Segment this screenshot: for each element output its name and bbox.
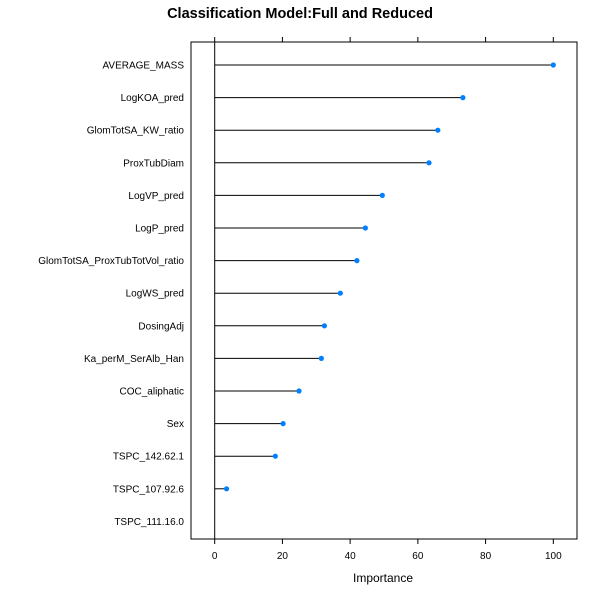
category-label: TSPC_111.16.0 [114, 517, 184, 528]
category-label: ProxTubDiam [123, 158, 184, 169]
category-label: LogVP_pred [128, 191, 184, 202]
point-0 [550, 62, 556, 68]
x-tick-label: 60 [412, 551, 424, 562]
category-label: LogWS_pred [126, 289, 184, 300]
category-label: COC_aliphatic [120, 387, 184, 398]
point-8 [321, 323, 328, 329]
bottom-axis-ticks [214, 539, 554, 544]
chart-title: Classification Model:Full and Reduced [167, 6, 433, 22]
point-1 [460, 95, 466, 101]
lollipop-stems [214, 64, 554, 490]
lollipop-points [223, 62, 556, 492]
point-2 [435, 127, 441, 133]
category-label: Sex [167, 419, 184, 430]
category-label: GlomTotSA_ProxTubTotVol_ratio [38, 256, 184, 267]
x-tick-label: 80 [480, 551, 492, 562]
category-label: DosingAdj [138, 321, 184, 332]
point-4 [379, 192, 385, 198]
category-label: AVERAGE_MASS [102, 61, 184, 72]
plot-frame [190, 41, 578, 540]
point-11 [280, 421, 286, 427]
x-tick-label: 40 [345, 551, 357, 562]
point-5 [362, 225, 368, 231]
category-label: Ka_perM_SerAlb_Han [84, 354, 184, 365]
category-label: GlomTotSA_KW_ratio [87, 126, 185, 137]
category-label: LogKOA_pred [121, 93, 184, 104]
point-9 [318, 355, 324, 361]
point-7 [337, 290, 343, 296]
top-axis-ticks [214, 37, 554, 42]
category-label: TSPC_142.62.1 [113, 452, 185, 463]
x-axis-label: Importance [353, 571, 413, 585]
x-tick-label: 0 [212, 551, 218, 562]
category-labels: AVERAGE_MASS LogKOA_pred GlomTotSA_KW_rati… [38, 61, 184, 528]
x-tick-labels: 0 20 40 60 80 100 [212, 551, 562, 562]
point-3 [426, 160, 432, 166]
x-tick-label: 100 [545, 551, 562, 562]
point-6 [354, 258, 360, 264]
category-label: TSPC_107.92.6 [113, 484, 185, 495]
x-tick-label: 20 [277, 551, 289, 562]
point-10 [296, 388, 302, 394]
category-label: LogP_pred [135, 224, 184, 235]
point-13 [223, 486, 230, 492]
point-12 [272, 453, 278, 459]
